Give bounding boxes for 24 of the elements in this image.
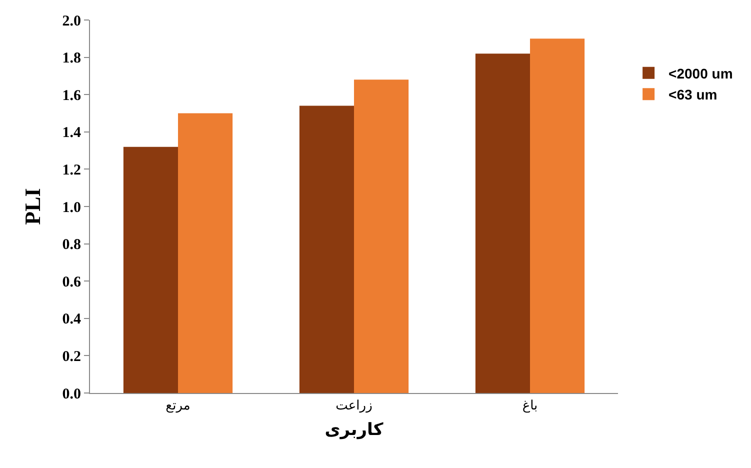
x-tick-label: زراعت — [336, 398, 372, 414]
y-tick-label: 0.8 — [62, 237, 81, 254]
y-tick-label: 1.8 — [62, 50, 81, 67]
bar — [530, 38, 585, 393]
bar — [475, 54, 530, 393]
y-tick-label: 0.6 — [62, 274, 82, 290]
legend-label: <2000 um — [668, 65, 733, 82]
y-tick-label: 1.6 — [62, 88, 82, 104]
y-tick-label: 1.2 — [62, 162, 81, 178]
legend-label: <63 um — [668, 86, 718, 103]
y-tick-label: 2.0 — [62, 13, 81, 30]
y-tick-label: 0.4 — [62, 312, 82, 328]
x-axis-title: کاربری — [324, 420, 384, 440]
y-tick-label: 1.4 — [62, 125, 82, 142]
y-tick-label: 0.2 — [62, 348, 81, 365]
y-axis-title: PLI — [20, 188, 46, 225]
bar — [123, 146, 178, 393]
y-tick-label: 1.0 — [62, 200, 81, 216]
x-tick-label: باغ — [522, 398, 538, 414]
y-tick-label: 0.0 — [62, 386, 81, 402]
bar — [178, 113, 233, 393]
x-tick-label: مرتع — [166, 398, 190, 414]
bar — [299, 106, 354, 393]
bar — [354, 80, 409, 393]
